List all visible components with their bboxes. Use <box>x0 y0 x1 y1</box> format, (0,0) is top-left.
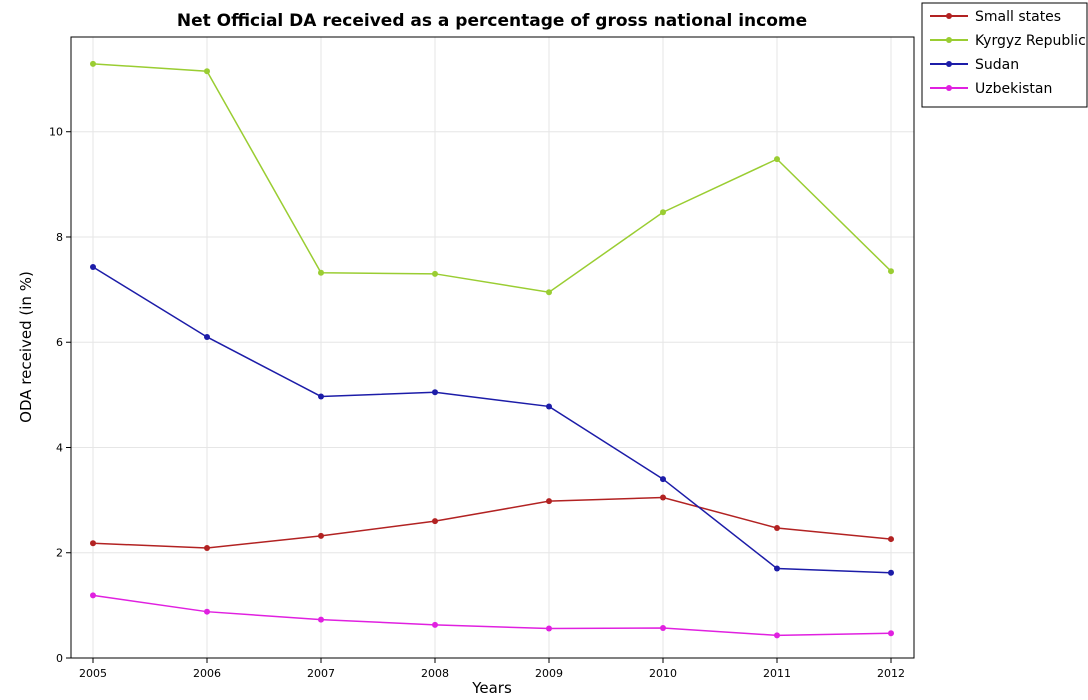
legend-marker-sudan <box>946 61 952 67</box>
y-tick-label: 4 <box>56 441 63 454</box>
legend-label-uzbekistan: Uzbekistan <box>975 81 1052 97</box>
data-point-kyrgyz-republic <box>774 156 780 163</box>
data-point-sudan <box>774 565 780 572</box>
series-lines <box>90 60 894 639</box>
data-point-small-states <box>546 498 552 505</box>
grid-lines <box>71 37 914 659</box>
legend-marker-small-states <box>946 13 952 19</box>
y-axis-label: ODA received (in %) <box>17 271 35 423</box>
data-point-kyrgyz-republic <box>204 68 210 75</box>
data-point-kyrgyz-republic <box>888 268 894 275</box>
x-tick-label: 2010 <box>649 667 677 680</box>
series-line-kyrgyz-republic <box>92 63 892 294</box>
data-point-uzbekistan <box>204 608 210 615</box>
data-point-uzbekistan <box>774 632 780 639</box>
data-point-small-states <box>90 540 96 547</box>
x-tick-label: 2012 <box>877 667 905 680</box>
data-point-uzbekistan <box>888 630 894 637</box>
data-point-small-states <box>774 525 780 532</box>
data-point-small-states <box>432 518 438 525</box>
legend-label-kyrgyz-republic: Kyrgyz Republic <box>975 33 1086 49</box>
y-tick-label: 6 <box>56 336 63 349</box>
plot-area-frame <box>70 36 915 659</box>
data-point-kyrgyz-republic <box>546 289 552 296</box>
x-tick-label: 2009 <box>535 667 563 680</box>
x-tick-label: 2007 <box>307 667 335 680</box>
data-point-kyrgyz-republic <box>432 270 438 277</box>
chart-title: Net Official DA received as a percentage… <box>177 11 807 31</box>
data-point-small-states <box>318 532 324 539</box>
y-tick-label: 2 <box>56 547 63 560</box>
data-point-kyrgyz-republic <box>660 209 666 216</box>
y-tick-label: 8 <box>56 231 63 244</box>
data-point-small-states <box>888 536 894 543</box>
data-point-small-states <box>204 545 210 552</box>
x-axis-ticks: 2005 2006 2007 2008 2009 2010 2011 2012 <box>79 658 905 680</box>
x-tick-label: 2011 <box>763 667 791 680</box>
legend-label-small-states: Small states <box>975 9 1061 25</box>
series-line-sudan <box>92 266 892 574</box>
data-point-uzbekistan <box>318 616 324 623</box>
x-tick-label: 2005 <box>79 667 107 680</box>
data-point-kyrgyz-republic <box>90 60 96 67</box>
data-point-kyrgyz-republic <box>318 269 324 276</box>
data-point-sudan <box>546 403 552 410</box>
data-point-sudan <box>660 476 666 483</box>
x-axis-label: Years <box>471 679 512 697</box>
data-point-sudan <box>888 569 894 576</box>
legend: Small states Kyrgyz Republic Sudan Uzbekist… <box>921 2 1088 108</box>
y-tick-label: 0 <box>56 652 63 665</box>
data-point-sudan <box>432 389 438 396</box>
x-tick-label: 2008 <box>421 667 449 680</box>
data-point-uzbekistan <box>660 625 666 632</box>
data-point-sudan <box>90 263 96 270</box>
data-point-sudan <box>204 333 210 340</box>
series-line-small-states <box>92 496 892 549</box>
y-tick-label: 10 <box>49 126 63 139</box>
data-point-uzbekistan <box>546 625 552 632</box>
data-point-uzbekistan <box>432 621 438 628</box>
x-tick-label: 2006 <box>193 667 221 680</box>
legend-marker-kyrgyz-republic <box>946 37 952 43</box>
data-point-sudan <box>318 393 324 400</box>
data-point-small-states <box>660 494 666 501</box>
y-axis-ticks: 0 2 4 6 8 10 <box>49 126 71 665</box>
series-line-uzbekistan <box>92 594 892 637</box>
data-point-uzbekistan <box>90 592 96 599</box>
legend-label-sudan: Sudan <box>975 57 1019 73</box>
legend-marker-uzbekistan <box>946 85 952 91</box>
